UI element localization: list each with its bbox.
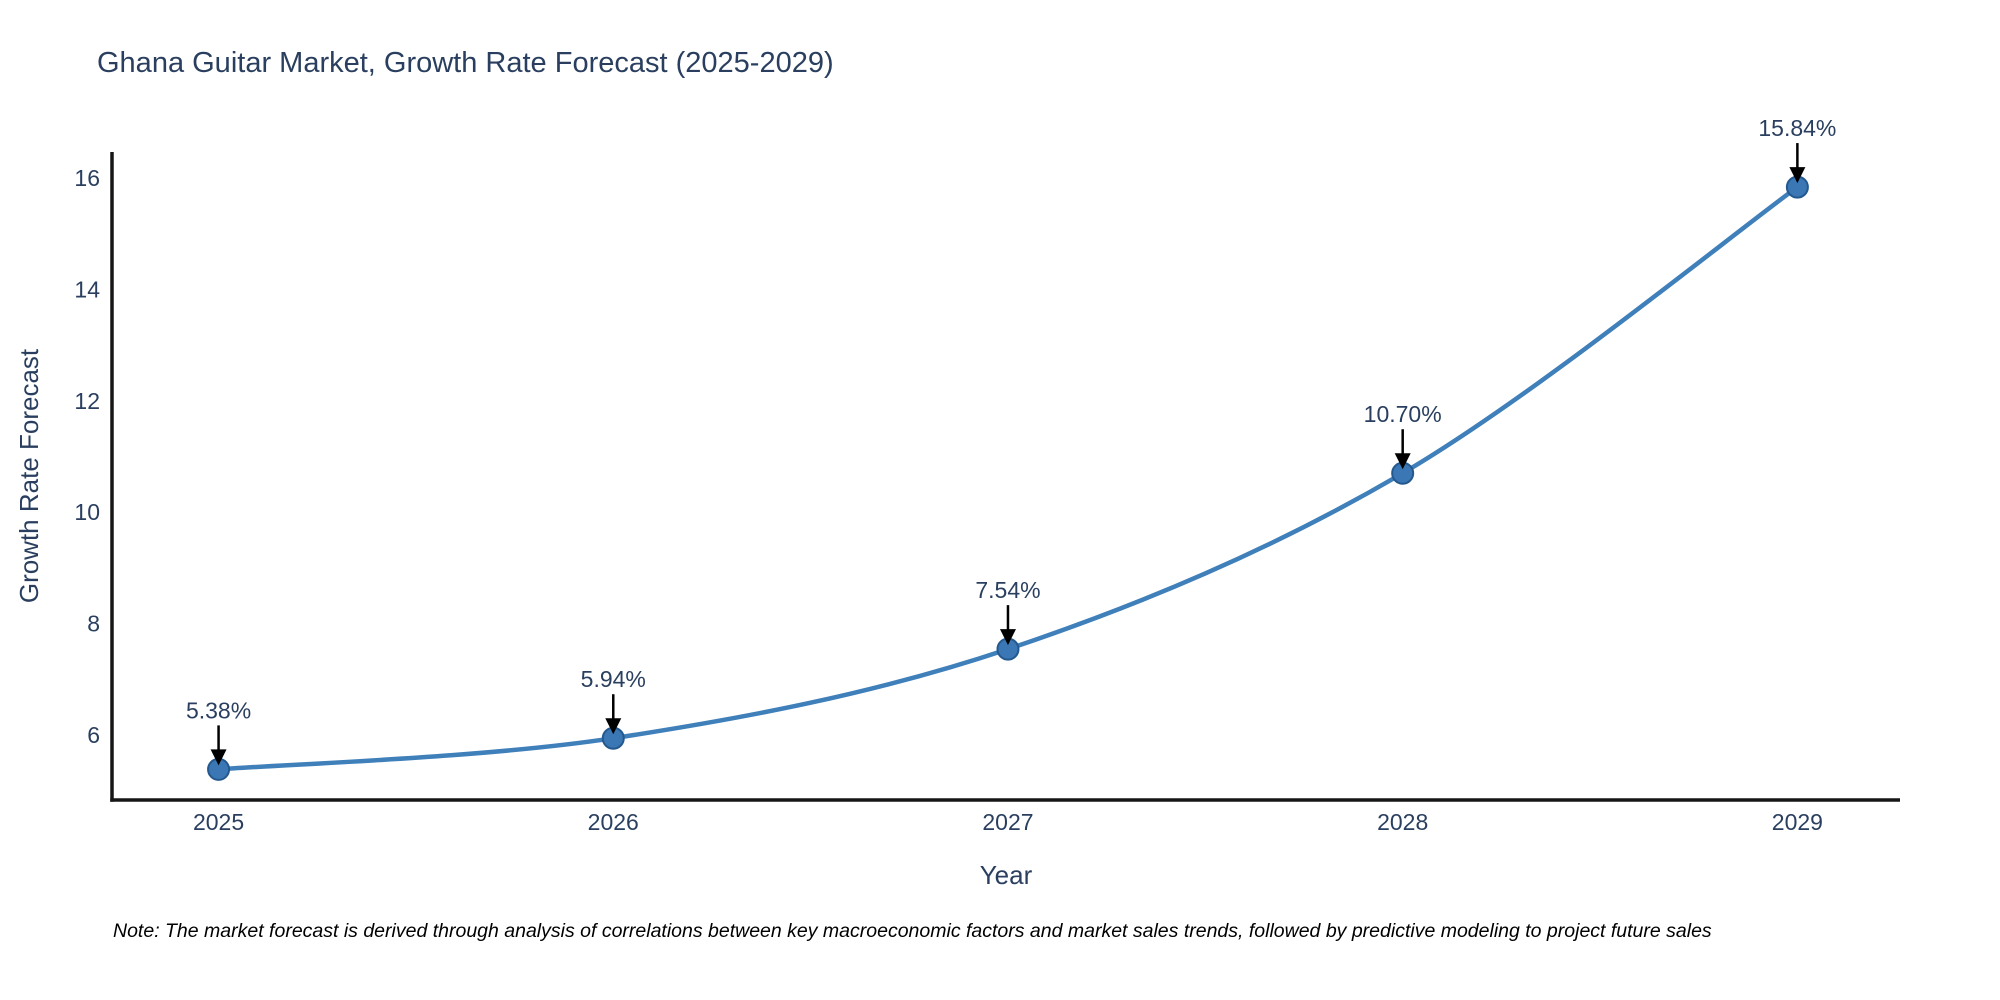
y-axis-title: Growth Rate Forecast [14,348,44,603]
annotation-arrowhead-icon [999,629,1016,646]
x-tick-label: 2027 [982,809,1033,835]
x-tick-label: 2026 [588,809,639,835]
annotation-arrowhead-icon [1789,167,1806,184]
x-tick-label: 2025 [193,809,244,835]
x-tick-label: 2028 [1377,809,1428,835]
annotation-arrowhead-icon [605,718,622,735]
annotation-label: 5.38% [186,697,251,723]
y-tick-label: 8 [87,611,100,637]
x-axis-title: Year [980,860,1033,890]
y-tick-label: 14 [74,277,100,303]
annotation-label: 7.54% [975,577,1040,603]
y-tick-label: 12 [74,388,100,414]
annotation-arrowhead-icon [1394,453,1411,470]
annotation-label: 15.84% [1758,115,1836,141]
footnote: Note: The market forecast is derived thr… [113,920,1712,942]
forecast-line [216,184,1800,772]
annotation-arrowhead-icon [210,749,227,766]
y-tick-label: 16 [74,165,100,191]
annotation-label: 5.94% [581,666,646,692]
y-tick-label: 6 [87,722,100,748]
chart-title: Ghana Guitar Market, Growth Rate Forecas… [97,47,834,79]
y-tick-label: 10 [74,499,100,525]
annotation-label: 10.70% [1364,401,1442,427]
x-tick-label: 2029 [1772,809,1823,835]
